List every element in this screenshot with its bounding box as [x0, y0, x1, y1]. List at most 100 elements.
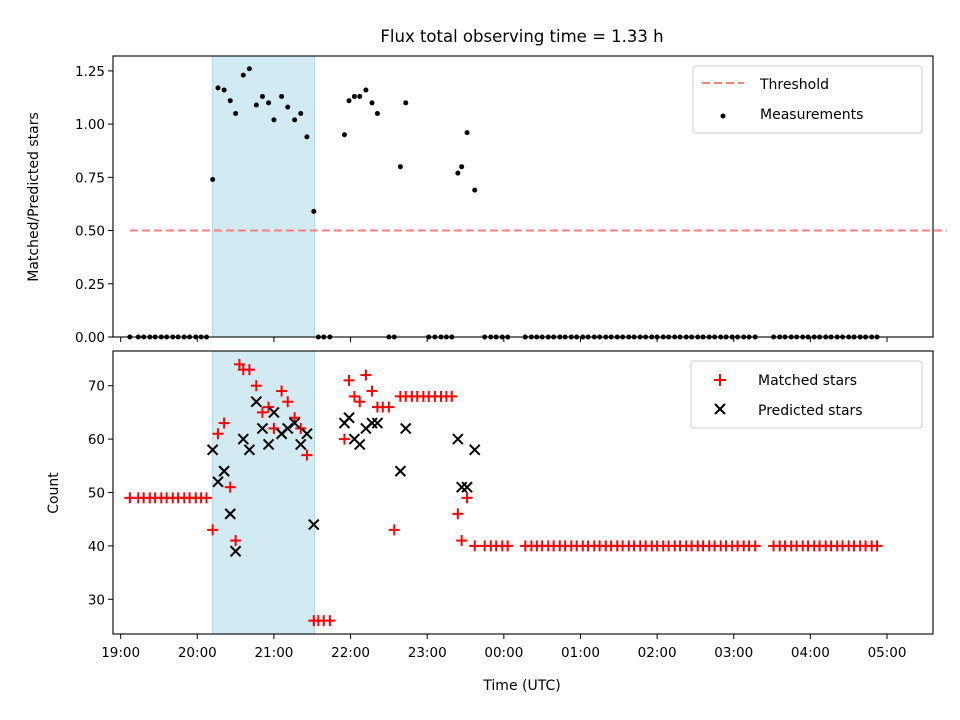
matched-star-point: [456, 535, 468, 547]
bottom-xtick-label: 02:00: [638, 645, 677, 661]
bottom-ticks: 30 40 50 60 70 19:00 20:00 21:00 22:00 23:00 00:00…: [88, 379, 907, 661]
top-ytick-label: 0.50: [75, 224, 105, 240]
matched-star-point: [295, 422, 307, 434]
matched-star-point: [200, 492, 212, 504]
legend-matched-swatch: [714, 374, 726, 386]
bottom-xtick-label: 23:00: [408, 645, 447, 661]
measurement-point: [246, 66, 252, 72]
measurement-point: [357, 93, 363, 99]
matched-star-point: [212, 428, 224, 440]
predicted-stars-points: [206, 396, 481, 557]
matched-stars-points: [124, 358, 883, 627]
bottom-xtick-label: 21:00: [254, 645, 293, 661]
bottom-ytick-label: 70: [88, 379, 105, 395]
bottom-legend: Matched stars Predicted stars: [690, 360, 923, 429]
measurement-point: [279, 93, 285, 99]
bottom-xtick-label: 22:00: [331, 645, 370, 661]
top-panel: 0.00 0.25 0.50 0.75 1.00 1.25 Matched/Predict…: [26, 55, 947, 346]
predicted-star-point: [461, 481, 473, 493]
matched-star-point: [354, 396, 366, 408]
legend-predicted-label: Predicted stars: [758, 403, 863, 419]
matched-star-point: [338, 433, 350, 445]
matched-star-point: [282, 396, 294, 408]
bottom-ytick-label: 50: [88, 486, 105, 502]
predicted-star-point: [250, 396, 263, 408]
matched-star-point: [243, 364, 255, 376]
bottom-xtick-label: 20:00: [178, 645, 217, 661]
measurement-point: [311, 208, 317, 214]
measurement-point: [240, 72, 246, 78]
top-ytick-label: 0.75: [75, 170, 105, 186]
measurement-point: [285, 104, 291, 110]
predicted-star-point: [206, 444, 219, 456]
matched-star-point: [383, 401, 395, 413]
top-ytick-label: 0.00: [75, 330, 105, 346]
measurement-point: [304, 134, 310, 140]
matched-star-point: [348, 390, 360, 402]
predicted-star-point: [371, 417, 384, 429]
measurement-point: [346, 98, 352, 104]
matched-star-point: [256, 406, 268, 418]
predicted-star-point: [262, 438, 275, 451]
matched-star-point: [207, 524, 219, 536]
matched-star-point: [469, 540, 481, 552]
predicted-star-point: [212, 476, 224, 488]
bottom-ytick-label: 60: [88, 432, 105, 448]
matched-star-point: [388, 524, 400, 536]
top-axes-frame: [112, 55, 934, 338]
matched-star-point: [230, 535, 242, 547]
matched-star-point: [224, 481, 236, 493]
predicted-star-point: [256, 422, 269, 435]
matched-star-point: [263, 401, 275, 413]
predicted-star-point: [301, 428, 313, 440]
predicted-star-point: [308, 518, 320, 531]
bottom-xtick-label: 04:00: [791, 645, 830, 661]
predicted-star-point: [243, 444, 256, 456]
predicted-star-point: [218, 465, 230, 477]
bottom-ytick-label: 40: [88, 539, 105, 555]
matched-star-point: [324, 615, 336, 627]
predicted-star-point: [288, 417, 301, 429]
matched-star-point: [360, 369, 372, 381]
bottom-panel: 30 40 50 60 70 19:00 20:00 21:00 22:00 23:00 00:00…: [46, 350, 934, 694]
bottom-xtick-label: 05:00: [868, 645, 907, 661]
legend-measurements-swatch: [720, 113, 726, 119]
measurement-point: [210, 176, 216, 182]
predicted-star-point: [400, 422, 412, 435]
measurement-point: [271, 117, 277, 123]
legend-predicted-swatch: [714, 403, 726, 415]
matched-star-point: [452, 508, 464, 520]
measurement-point: [472, 187, 478, 193]
matched-star-point: [461, 492, 473, 504]
measurement-point: [369, 100, 375, 106]
measurement-point: [459, 164, 465, 170]
bottom-legend-frame: [690, 360, 923, 429]
bottom-xtick-label: 03:00: [714, 645, 753, 661]
measurement-point: [227, 98, 233, 104]
legend-threshold-label: Threshold: [759, 77, 829, 93]
predicted-star-point: [295, 438, 307, 451]
measurement-point: [363, 87, 369, 93]
measurement-point: [215, 85, 221, 91]
top-ylabel: Matched/Predicted stars: [26, 112, 42, 282]
measurement-point: [397, 164, 403, 170]
measurement-point: [266, 100, 272, 106]
bottom-ytick-label: 30: [88, 592, 105, 608]
predicted-star-point: [394, 465, 407, 477]
matched-star-point: [343, 374, 355, 386]
measurement-point: [341, 132, 347, 138]
top-legend-frame: [692, 65, 923, 134]
bottom-span-highlight: [212, 350, 316, 635]
measurement-point: [253, 102, 259, 108]
top-ytick-label: 1.00: [75, 117, 105, 133]
measurement-point: [351, 93, 357, 99]
bottom-ylabel: Count: [46, 472, 62, 514]
legend-measurements-label: Measurements: [760, 107, 863, 123]
predicted-star-point: [282, 422, 294, 435]
matched-star-point: [446, 390, 458, 402]
matched-star-point: [366, 385, 378, 397]
matched-star-point: [250, 380, 262, 392]
predicted-star-point: [343, 412, 355, 424]
matched-star-point: [749, 540, 761, 552]
top-ytick-label: 1.25: [75, 64, 105, 80]
